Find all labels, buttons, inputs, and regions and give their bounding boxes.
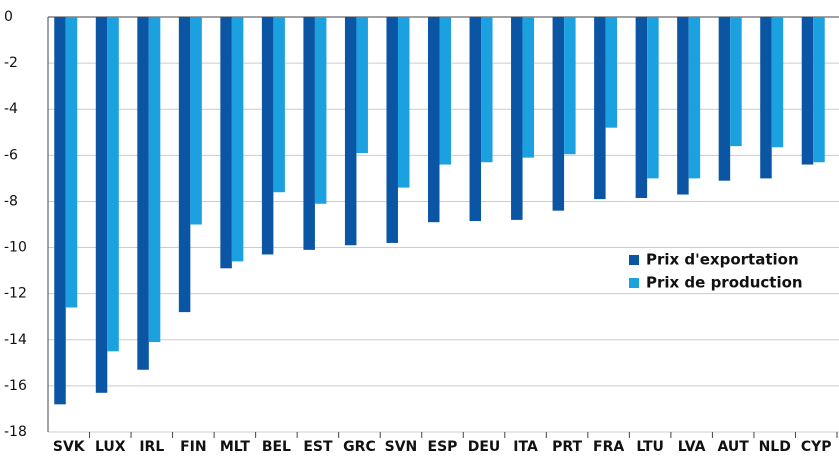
x-tick-label: AUT — [718, 439, 750, 455]
x-tick-label: SVN — [385, 439, 418, 455]
bar — [647, 17, 659, 179]
x-tick-label: EST — [303, 439, 333, 455]
bar — [428, 17, 440, 223]
bar — [137, 17, 149, 370]
bar — [564, 17, 576, 155]
legend-label: Prix d'exportation — [646, 251, 799, 269]
legend-label: Prix de production — [646, 274, 803, 292]
x-tick-label: ESP — [428, 439, 458, 455]
bar — [771, 17, 784, 148]
bar — [397, 17, 410, 188]
y-tick-label: -18 — [4, 424, 27, 440]
x-tick-label: LUX — [95, 439, 126, 455]
legend-swatch — [629, 278, 639, 288]
x-tick-label: IRL — [139, 439, 164, 455]
x-tick-label: CYP — [801, 439, 832, 455]
y-tick-label: -10 — [4, 240, 27, 256]
bar — [481, 17, 493, 163]
bar — [605, 17, 618, 128]
x-tick-label: PRT — [552, 439, 582, 455]
bar — [220, 17, 232, 269]
y-tick-label: -14 — [4, 332, 27, 348]
bar — [511, 17, 523, 220]
bar — [356, 17, 368, 154]
bar — [190, 17, 202, 225]
y-tick-label: -4 — [4, 101, 18, 117]
bar — [273, 17, 285, 193]
bar — [344, 17, 357, 246]
bar — [148, 17, 161, 343]
bar — [688, 17, 701, 179]
bar — [231, 17, 244, 262]
bar — [303, 17, 315, 250]
x-tick-label: GRC — [343, 439, 376, 455]
y-tick-label: -6 — [4, 147, 18, 163]
bar — [552, 17, 565, 211]
bar — [65, 17, 78, 308]
x-tick-label: NLD — [759, 439, 791, 455]
bar — [522, 17, 535, 158]
bar — [261, 17, 274, 255]
x-tick-label: LTU — [636, 439, 664, 455]
bar — [107, 17, 119, 352]
x-tick-label: FRA — [593, 439, 624, 455]
bar — [730, 17, 742, 147]
x-tick-label: LVA — [678, 439, 706, 455]
legend-swatch — [629, 255, 639, 265]
bar — [386, 17, 398, 243]
bar — [95, 17, 108, 393]
y-tick-label: -16 — [4, 378, 27, 394]
x-tick-label: FIN — [180, 439, 207, 455]
bar — [760, 17, 772, 179]
y-tick-label: -12 — [4, 286, 27, 302]
x-tick-label: ITA — [513, 439, 538, 455]
bar — [469, 17, 482, 222]
bar — [178, 17, 191, 313]
bar — [813, 17, 825, 163]
x-tick-label: MLT — [220, 439, 251, 455]
x-tick-label: BEL — [262, 439, 291, 455]
bar — [314, 17, 327, 204]
bar — [635, 17, 648, 198]
bar — [801, 17, 814, 165]
y-tick-label: 0 — [4, 9, 13, 25]
bar — [718, 17, 731, 181]
bar — [677, 17, 689, 195]
y-tick-label: -2 — [4, 55, 18, 71]
y-tick-label: -8 — [4, 193, 18, 209]
bar — [54, 17, 66, 405]
bar — [439, 17, 451, 165]
x-tick-label: DEU — [468, 439, 501, 455]
x-tick-label: SVK — [53, 439, 86, 455]
bar — [594, 17, 606, 200]
